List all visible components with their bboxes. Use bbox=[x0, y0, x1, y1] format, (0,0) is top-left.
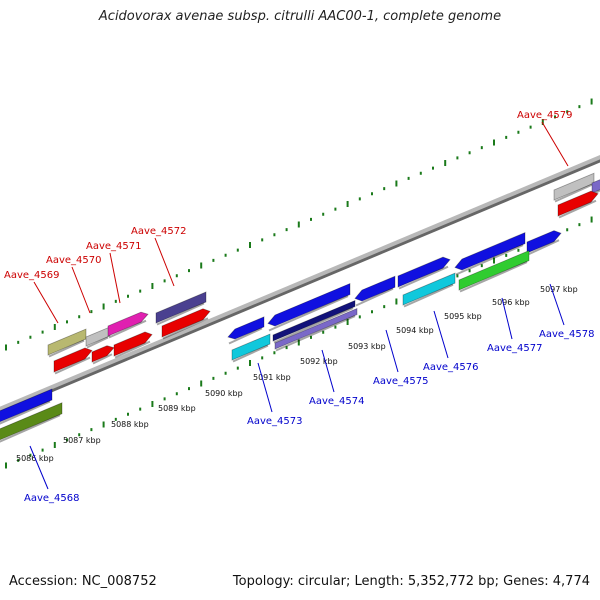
gene-aave-4568 bbox=[0, 388, 53, 423]
bottom-gene-label: Aave_4574 bbox=[309, 396, 365, 407]
gene-navy bbox=[272, 299, 356, 342]
topology-summary: Topology: circular; Length: 5,352,772 bp… bbox=[232, 574, 590, 589]
top-gene-label: Aave_4572 bbox=[131, 226, 187, 237]
gene-cyan-1 bbox=[231, 333, 271, 361]
gene-red-4 bbox=[161, 308, 211, 338]
bottom-gene-label: Aave_4576 bbox=[423, 362, 479, 373]
gene-red-3 bbox=[113, 331, 153, 357]
top-leader-line bbox=[109, 252, 121, 304]
bottom-gene-label: Aave_4577 bbox=[487, 343, 543, 354]
bottom-leader-line bbox=[321, 349, 335, 393]
scale-label: 5095 kbp bbox=[444, 312, 482, 321]
bottom-leader-line bbox=[433, 310, 449, 359]
scale-label: 5092 kbp bbox=[300, 357, 338, 366]
gene-olive-shade bbox=[0, 414, 61, 443]
gene-red-1 bbox=[53, 347, 93, 373]
top-gene-label: Aave_4570 bbox=[46, 255, 102, 266]
top-gene-label: Aave_4579 bbox=[517, 110, 573, 121]
gene-aave-4572 bbox=[155, 291, 207, 324]
gene-cyan-2 bbox=[402, 272, 456, 306]
bottom-gene-label: Aave_4568 bbox=[24, 493, 80, 504]
gene-green bbox=[458, 249, 530, 291]
gene-aave-4578 bbox=[526, 230, 562, 254]
bottom-leader-line bbox=[385, 329, 399, 373]
scale-label: 5087 kbp bbox=[63, 436, 101, 445]
gene-aave-4572-shade bbox=[156, 302, 205, 326]
gene-green-shade bbox=[459, 261, 528, 293]
gene-aave-4570 bbox=[85, 326, 111, 347]
gene-navy-shade bbox=[273, 307, 354, 344]
scale-label: 5091 kbp bbox=[253, 373, 291, 382]
accession-text: Accession: NC_008752 bbox=[9, 574, 157, 589]
gene-red-5 bbox=[557, 190, 599, 217]
top-leader-line bbox=[71, 266, 91, 314]
gene-aave-4569-shade bbox=[48, 339, 85, 358]
top-leader-line bbox=[33, 281, 59, 324]
scale-label: 5093 kbp bbox=[348, 342, 386, 351]
bottom-leader-line bbox=[29, 445, 49, 490]
scale-label: 5094 kbp bbox=[396, 326, 434, 335]
gene-aave-4575 bbox=[354, 275, 396, 302]
gene-aave-4576-shade bbox=[398, 265, 449, 290]
gene-cyan-2-shade bbox=[403, 283, 454, 308]
gene-aave-4574 bbox=[274, 307, 358, 350]
top-gene-label: Aave_4569 bbox=[4, 270, 60, 281]
scale-label: 5090 kbp bbox=[205, 389, 243, 398]
bottom-leader-line bbox=[257, 362, 273, 413]
gene-aave-4576 bbox=[397, 256, 451, 288]
bottom-leader-line bbox=[501, 297, 513, 340]
top-leader-line bbox=[541, 121, 569, 167]
scale-label: 5088 kbp bbox=[111, 420, 149, 429]
gene-aave-4574-shade bbox=[275, 315, 356, 352]
scale-label: 5089 kbp bbox=[158, 404, 196, 413]
gene-aave-4570-shade bbox=[86, 336, 109, 349]
gene-blue-1-shade bbox=[228, 327, 263, 345]
gene-red-5-shade bbox=[558, 199, 597, 219]
gene-aave-4579b bbox=[591, 179, 600, 194]
bottom-gene-label: Aave_4575 bbox=[373, 376, 429, 387]
gene-aave-4577-shade bbox=[455, 244, 524, 276]
bottom-gene-label: Aave_4578 bbox=[539, 329, 595, 340]
gene-aave-4577 bbox=[454, 231, 526, 271]
gene-olive bbox=[0, 402, 63, 441]
gene-aave-4571-shade bbox=[108, 319, 147, 339]
scale-label: 5097 kbp bbox=[540, 285, 578, 294]
gene-aave-4578-shade bbox=[527, 239, 560, 256]
top-gene-label: Aave_4571 bbox=[86, 241, 142, 252]
gene-aave-4573-shade bbox=[268, 295, 349, 332]
scale-label: 5096 kbp bbox=[492, 298, 530, 307]
gene-aave-4573 bbox=[267, 282, 351, 327]
bottom-gene-label: Aave_4573 bbox=[247, 416, 303, 427]
gene-blue-1 bbox=[227, 316, 265, 340]
gene-red-2 bbox=[91, 345, 115, 363]
gene-aave-4571 bbox=[107, 311, 149, 337]
bottom-leader-line bbox=[549, 283, 565, 326]
gene-red-4-shade bbox=[162, 317, 209, 340]
gene-aave-4579-shade bbox=[554, 183, 593, 203]
gene-red-1-shade bbox=[54, 356, 91, 375]
backbone bbox=[0, 155, 600, 411]
gene-aave-4575-shade bbox=[355, 287, 394, 307]
gene-red-3-shade bbox=[114, 340, 151, 359]
gene-aave-4568-shade bbox=[0, 400, 51, 425]
map-title: Acidovorax avenae subsp. citrulli AAC00-… bbox=[98, 9, 502, 24]
gene-cyan-1-shade bbox=[232, 344, 269, 363]
top-leader-line bbox=[154, 237, 175, 287]
gene-red-2-shade bbox=[92, 353, 113, 365]
